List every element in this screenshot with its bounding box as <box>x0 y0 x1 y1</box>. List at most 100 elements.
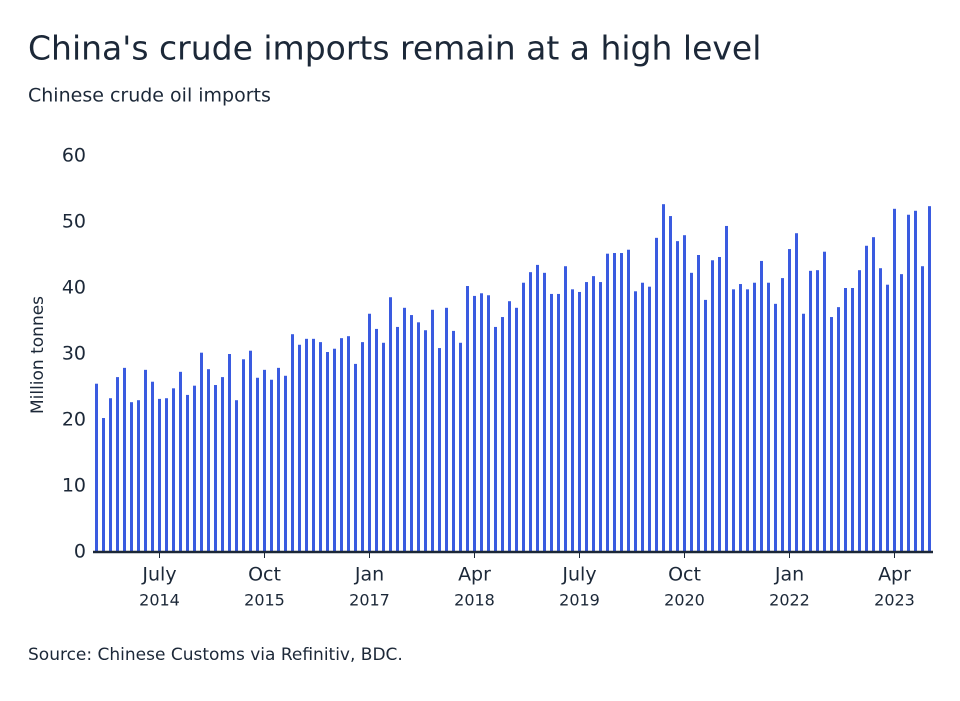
bar <box>809 270 812 552</box>
bar <box>851 288 854 552</box>
x-tick-label: July <box>561 564 596 586</box>
bar <box>354 363 357 552</box>
bar <box>396 326 399 552</box>
bar <box>326 352 329 552</box>
y-tick-label: 60 <box>62 145 86 167</box>
bar <box>606 253 609 552</box>
bar <box>802 313 805 552</box>
bar <box>662 204 665 552</box>
bar <box>627 249 630 552</box>
bar <box>123 367 126 552</box>
bar <box>361 342 364 552</box>
bar <box>620 253 623 552</box>
bar <box>690 272 693 552</box>
bar <box>221 377 224 552</box>
bar <box>200 352 203 552</box>
bar <box>767 282 770 552</box>
bar <box>788 249 791 552</box>
bar <box>641 282 644 552</box>
bar <box>179 371 182 552</box>
bar <box>732 289 735 552</box>
bar <box>277 367 280 552</box>
bar <box>137 400 140 552</box>
x-tick-label-year: 2023 <box>874 591 915 610</box>
bar <box>242 359 245 552</box>
bar <box>494 326 497 552</box>
x-tick-label-year: 2022 <box>769 591 810 610</box>
bar <box>746 289 749 552</box>
bar <box>480 293 483 552</box>
bar <box>172 388 175 552</box>
bar <box>823 251 826 552</box>
bar <box>928 206 931 552</box>
bar <box>613 253 616 552</box>
bar <box>592 276 595 552</box>
bar <box>879 268 882 552</box>
bar <box>116 377 119 552</box>
bar <box>725 225 728 552</box>
x-tick-label: July <box>141 564 176 586</box>
x-tick-label-year: 2019 <box>559 591 600 610</box>
bar <box>914 210 917 552</box>
x-tick-label: Apr <box>458 564 491 586</box>
bar <box>193 385 196 552</box>
bar <box>697 255 700 552</box>
x-tick-label-year: 2017 <box>349 591 390 610</box>
bar <box>816 270 819 552</box>
bar <box>921 266 924 552</box>
x-tick-label: Jan <box>774 564 804 586</box>
y-tick-label: 40 <box>62 277 86 299</box>
bar <box>375 328 378 552</box>
x-tick-label: Oct <box>668 564 701 586</box>
y-tick-label: 50 <box>62 211 86 233</box>
bar <box>508 301 511 552</box>
bar <box>648 286 651 552</box>
source-note: Source: Chinese Customs via Refinitiv, B… <box>28 645 403 665</box>
bar <box>543 272 546 552</box>
bar <box>144 369 147 552</box>
bar <box>893 208 896 553</box>
bar <box>291 334 294 552</box>
bar <box>263 369 266 552</box>
bar <box>655 237 658 552</box>
bar <box>284 375 287 552</box>
bar <box>382 342 385 552</box>
bar <box>501 317 504 552</box>
bar <box>634 291 637 552</box>
bar <box>431 309 434 552</box>
bar <box>844 288 847 552</box>
y-tick-label: 30 <box>62 343 86 365</box>
x-tick-label-year: 2014 <box>139 591 180 610</box>
bar <box>585 282 588 552</box>
y-tick-label: 0 <box>74 541 86 563</box>
bar <box>795 233 798 552</box>
bar <box>564 266 567 552</box>
bar <box>340 338 343 552</box>
bar <box>249 350 252 552</box>
bar <box>711 260 714 552</box>
bar <box>571 289 574 552</box>
bar <box>165 398 168 552</box>
bar <box>186 394 189 552</box>
y-axis-label: Million tonnes <box>28 296 48 414</box>
bar <box>718 256 721 552</box>
bar <box>760 260 763 552</box>
bar <box>424 330 427 552</box>
bar <box>550 293 553 552</box>
bar <box>102 418 105 552</box>
bar <box>319 342 322 552</box>
bar <box>228 354 231 552</box>
bar <box>235 400 238 552</box>
bar <box>438 348 441 552</box>
bar <box>417 322 420 552</box>
bar <box>669 216 672 552</box>
bar <box>368 313 371 552</box>
bar <box>403 307 406 552</box>
bar <box>739 284 742 552</box>
bar <box>522 282 525 552</box>
chart-subtitle: Chinese crude oil imports <box>28 85 271 107</box>
bar <box>515 307 518 552</box>
bar <box>389 297 392 552</box>
bar <box>676 241 679 552</box>
